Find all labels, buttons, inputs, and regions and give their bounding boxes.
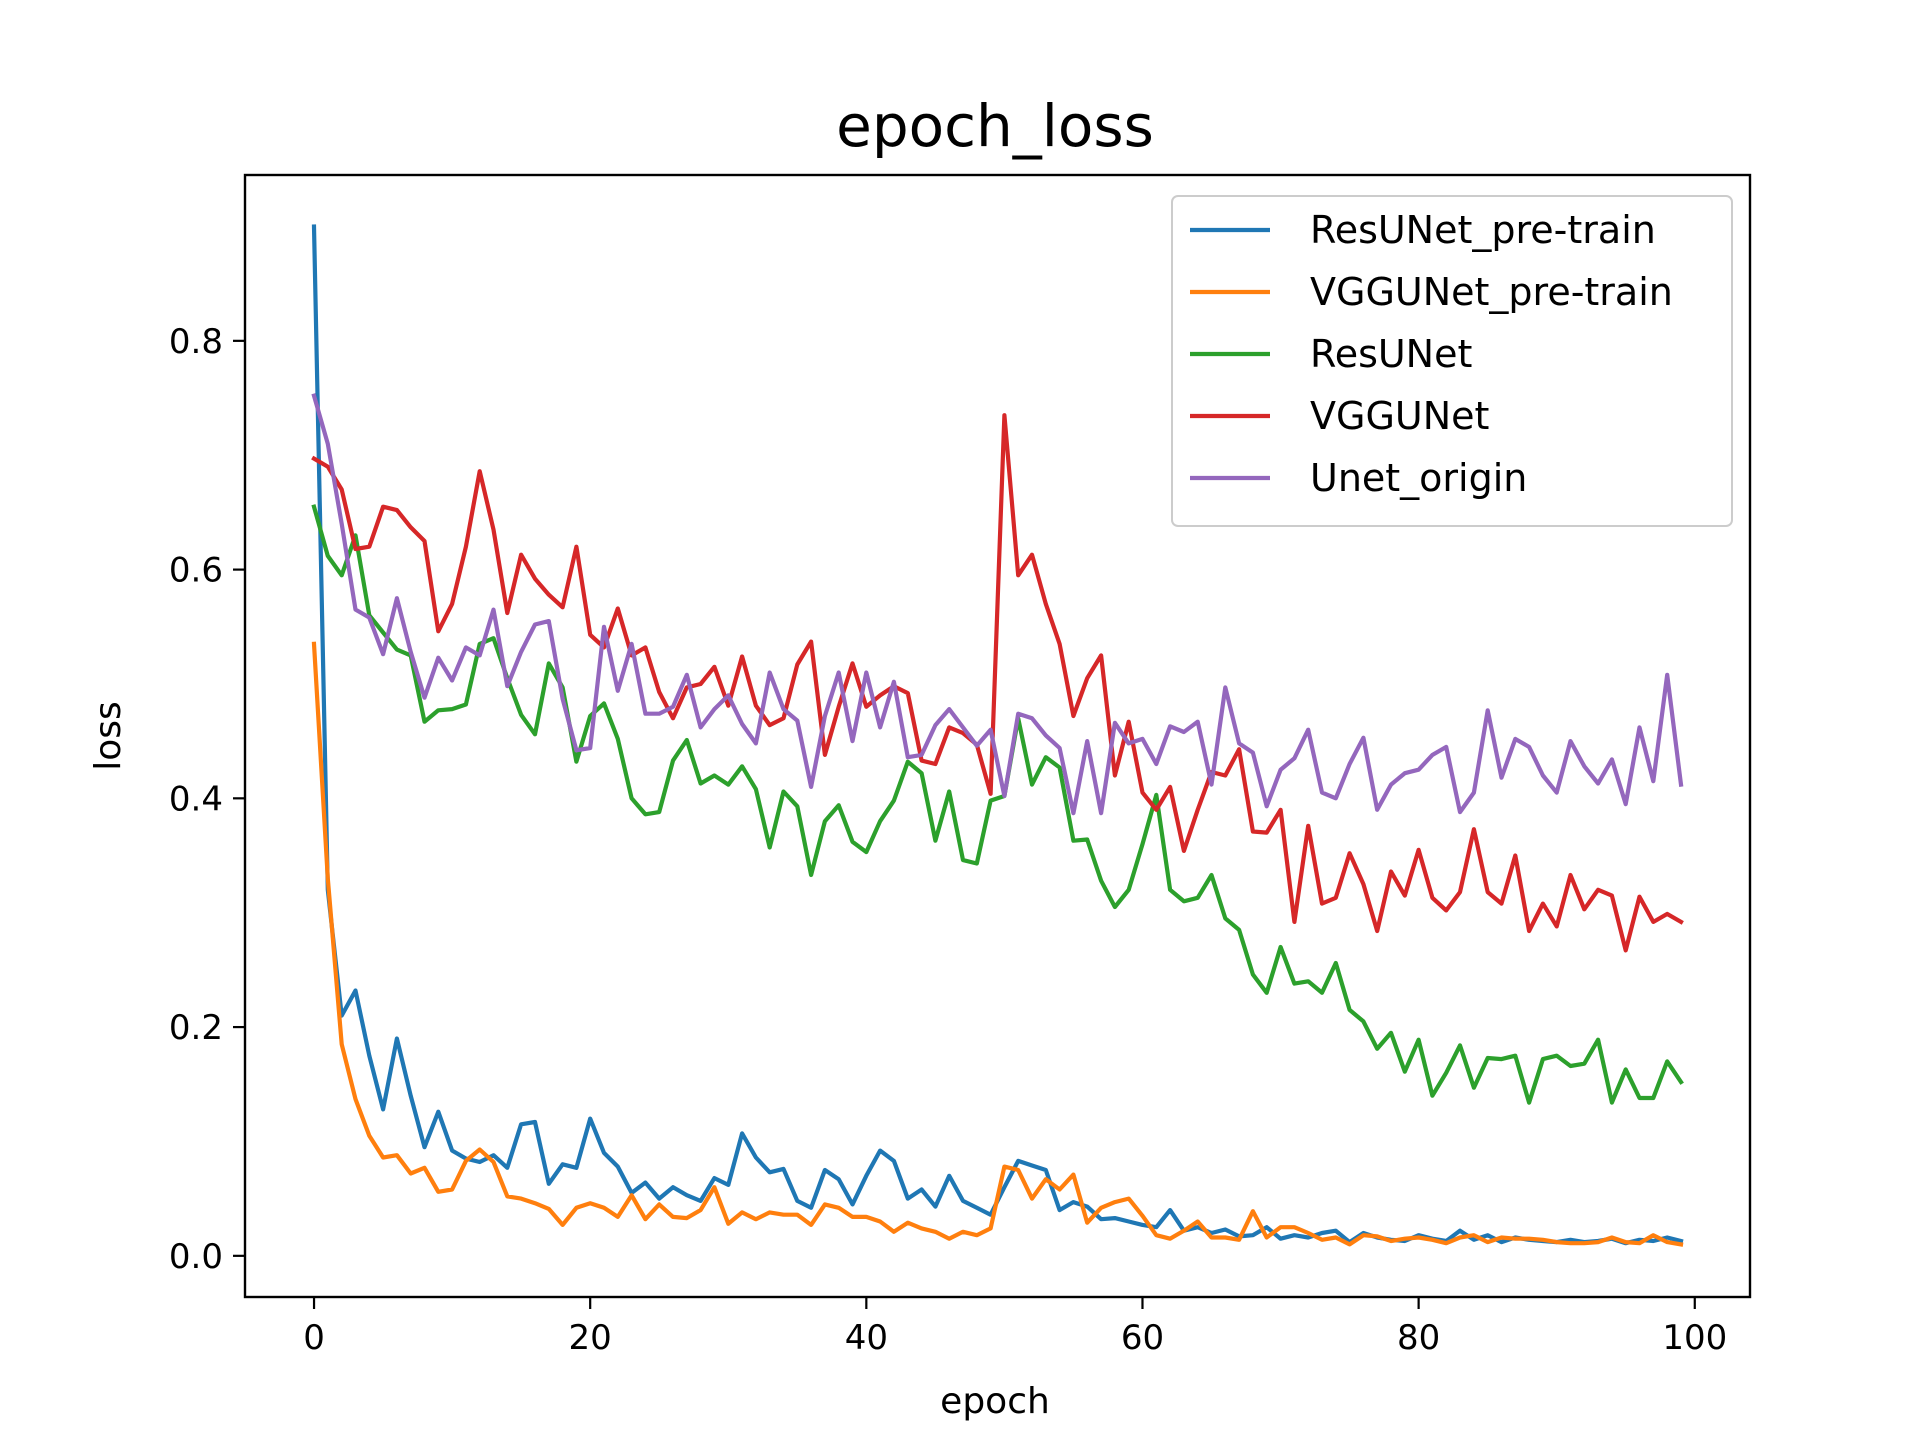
legend: ResUNet_pre-train VGGUNet_pre-train ResUNe…	[1171, 195, 1733, 527]
x-tick-label: 40	[845, 1318, 888, 1358]
series-line-VGGUNet_pre-train	[311, 641, 1684, 1247]
y-tick-label: 0.0	[169, 1237, 223, 1277]
x-tick-label: 20	[569, 1318, 612, 1358]
ticks-layer: 0 20 40 60 80 100 0.0 0.2 0.4 0.6 0.8	[169, 322, 1727, 1358]
y-tick-label: 0.8	[169, 322, 223, 362]
y-tick-label: 0.4	[169, 779, 223, 819]
legend-label: Unet_origin	[1310, 456, 1527, 500]
series-layer	[311, 224, 1684, 1247]
legend-box	[1171, 195, 1733, 527]
x-tick-label: 100	[1662, 1318, 1727, 1358]
legend-label: ResUNet_pre-train	[1310, 208, 1656, 252]
y-axis-label: loss	[88, 701, 129, 771]
x-tick-label: 80	[1397, 1318, 1440, 1358]
y-tick-label: 0.2	[169, 1008, 223, 1048]
plot-frame	[243, 173, 1752, 1299]
legend-label: ResUNet	[1310, 332, 1472, 376]
y-tick-label: 0.6	[169, 551, 223, 591]
legend-label: VGGUNet	[1310, 394, 1489, 438]
x-tick-label: 60	[1121, 1318, 1164, 1358]
x-axis-label: epoch	[940, 1381, 1050, 1422]
series-line-ResUNet	[311, 504, 1684, 1105]
x-tick-label: 0	[303, 1318, 325, 1358]
chart-title: epoch_loss	[836, 92, 1154, 160]
legend-label: VGGUNet_pre-train	[1310, 270, 1673, 314]
series-line-Unet_origin	[311, 393, 1684, 816]
series-line-VGGUNet	[311, 413, 1684, 953]
